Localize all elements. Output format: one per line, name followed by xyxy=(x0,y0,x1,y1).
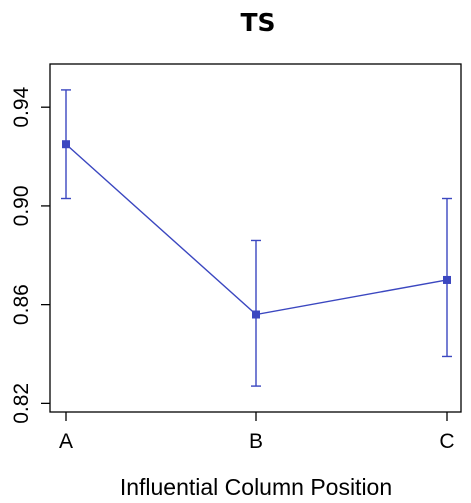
data-point xyxy=(443,275,451,284)
series-layer xyxy=(61,89,452,387)
chart-title: TS xyxy=(240,8,275,37)
y-tick-label: 0.82 xyxy=(10,383,33,424)
y-tick-label: 0.94 xyxy=(10,86,33,127)
y-axis: 0.82 0.86 0.90 0.94 xyxy=(10,86,50,424)
x-tick-label: B xyxy=(249,430,263,453)
x-axis: A B C xyxy=(59,412,455,453)
data-point xyxy=(252,310,260,319)
x-axis-label: Influential Column Position xyxy=(120,474,392,500)
x-tick-label: C xyxy=(439,430,454,453)
data-point xyxy=(62,140,70,149)
y-tick-label: 0.90 xyxy=(10,185,33,226)
x-tick-label: A xyxy=(59,430,73,453)
y-tick-label: 0.86 xyxy=(10,284,33,325)
